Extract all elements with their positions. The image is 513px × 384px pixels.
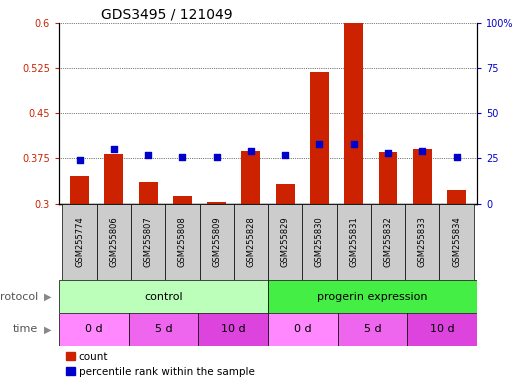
Legend: count, percentile rank within the sample: count, percentile rank within the sample xyxy=(64,349,256,379)
Bar xyxy=(447,190,466,204)
Bar xyxy=(405,204,440,280)
Bar xyxy=(207,202,226,204)
Text: 5 d: 5 d xyxy=(364,324,381,334)
Bar xyxy=(407,313,477,346)
Bar xyxy=(268,204,302,280)
Point xyxy=(315,141,324,147)
Point xyxy=(144,152,152,158)
Text: 0 d: 0 d xyxy=(85,324,103,334)
Text: GSM255831: GSM255831 xyxy=(349,217,358,267)
Text: GSM255834: GSM255834 xyxy=(452,217,461,267)
Bar xyxy=(199,313,268,346)
Point xyxy=(384,150,392,156)
Text: GSM255832: GSM255832 xyxy=(384,217,392,267)
Text: GSM255808: GSM255808 xyxy=(178,217,187,267)
Point xyxy=(178,154,186,160)
Text: 10 d: 10 d xyxy=(430,324,455,334)
Bar xyxy=(200,204,234,280)
Bar xyxy=(310,72,329,204)
Bar xyxy=(96,204,131,280)
Bar xyxy=(379,152,398,204)
Text: 10 d: 10 d xyxy=(221,324,246,334)
Text: GSM255829: GSM255829 xyxy=(281,217,290,267)
Bar xyxy=(344,23,363,204)
Text: 0 d: 0 d xyxy=(294,324,312,334)
Text: control: control xyxy=(144,291,183,302)
Text: GSM255806: GSM255806 xyxy=(109,217,119,267)
Text: GSM255833: GSM255833 xyxy=(418,217,427,267)
Bar xyxy=(338,313,407,346)
Point xyxy=(281,152,289,158)
Bar xyxy=(173,196,192,204)
Point xyxy=(75,157,84,163)
Text: GSM255828: GSM255828 xyxy=(246,217,255,267)
Bar xyxy=(70,177,89,204)
Bar xyxy=(302,204,337,280)
Bar xyxy=(139,182,157,204)
Bar xyxy=(337,204,371,280)
Bar xyxy=(165,204,200,280)
Text: GSM255774: GSM255774 xyxy=(75,217,84,267)
Point xyxy=(418,148,426,154)
Text: GSM255830: GSM255830 xyxy=(315,217,324,267)
Text: GDS3495 / 121049: GDS3495 / 121049 xyxy=(101,8,232,22)
Point xyxy=(110,146,118,152)
Bar xyxy=(234,204,268,280)
Text: protocol: protocol xyxy=(0,291,38,302)
Bar xyxy=(59,280,268,313)
Bar xyxy=(242,151,260,204)
Text: time: time xyxy=(13,324,38,334)
Point xyxy=(452,154,461,160)
Bar xyxy=(371,204,405,280)
Text: 5 d: 5 d xyxy=(155,324,172,334)
Bar xyxy=(268,280,477,313)
Point xyxy=(350,141,358,147)
Text: GSM255807: GSM255807 xyxy=(144,217,152,267)
Bar xyxy=(131,204,165,280)
Bar xyxy=(413,149,431,204)
Text: progerin expression: progerin expression xyxy=(318,291,428,302)
Bar xyxy=(63,204,96,280)
Text: ▶: ▶ xyxy=(44,291,51,302)
Bar xyxy=(268,313,338,346)
Text: GSM255809: GSM255809 xyxy=(212,217,221,267)
Bar xyxy=(276,184,294,204)
Bar xyxy=(105,154,123,204)
Bar xyxy=(440,204,473,280)
Point xyxy=(247,148,255,154)
Text: ▶: ▶ xyxy=(44,324,51,334)
Point xyxy=(212,154,221,160)
Bar xyxy=(59,313,129,346)
Bar xyxy=(129,313,199,346)
